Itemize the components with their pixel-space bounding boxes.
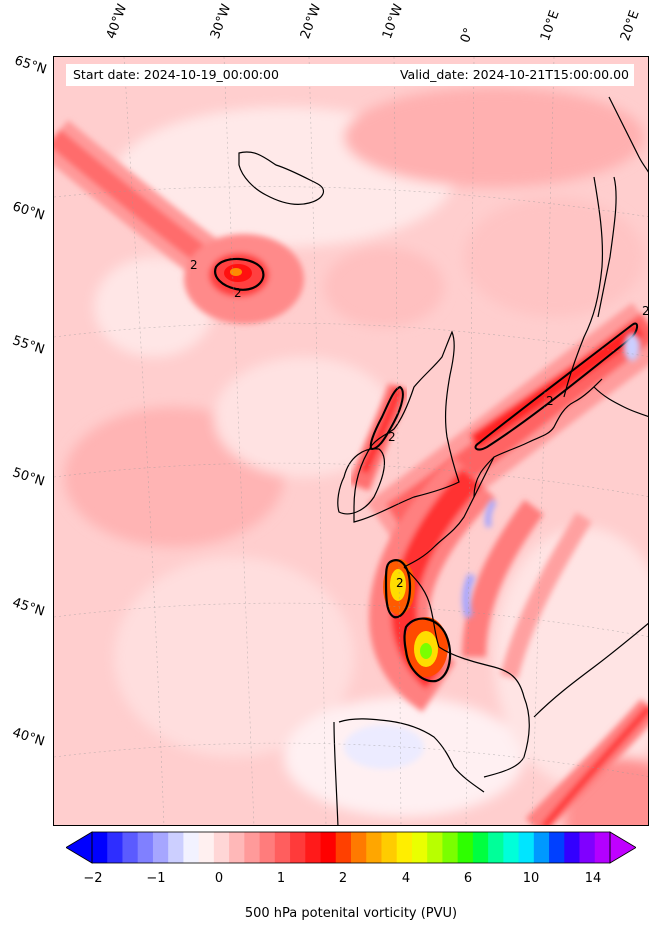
- colorbar-cell: [533, 832, 550, 863]
- colorbar-title: 500 hPa potenital vorticity (PVU): [244, 906, 458, 921]
- france-coast: [403, 456, 495, 568]
- colorbar-cell: [411, 832, 428, 863]
- contour-label: 2: [190, 258, 198, 272]
- lat-label-55n: 55°N: [10, 333, 47, 358]
- colorbar-cell: [274, 832, 291, 863]
- colorbar-cell: [152, 832, 169, 863]
- colorbar-cell: [213, 832, 230, 863]
- lon-label-0: 0°: [457, 25, 478, 45]
- colorbar-outline: [91, 831, 611, 864]
- lon-label-20e: 20°E: [617, 8, 643, 44]
- pv-contour-labels: 2 2 2 2 2 2: [190, 258, 649, 590]
- colorbar-tick: 14: [584, 871, 602, 886]
- lat-label-60n: 60°N: [10, 199, 47, 224]
- colorbar-cell: [503, 832, 519, 863]
- colorbar-cell: [92, 832, 108, 863]
- colorbar-cell: [488, 832, 504, 863]
- colorbar-cell: [381, 832, 398, 863]
- colorbar-tick: 4: [401, 871, 411, 886]
- colorbar-cell: [320, 832, 337, 863]
- colorbar-cell: [244, 832, 260, 863]
- colorbar-tick: 1: [276, 871, 286, 886]
- colorbar-cell: [457, 832, 474, 863]
- contour-label: 2: [396, 576, 404, 590]
- colorbar: [66, 831, 636, 864]
- lon-label-20w: 20°W: [297, 2, 325, 41]
- colorbar-tick: −1: [146, 871, 166, 886]
- iberia-north-coast: [338, 718, 485, 793]
- colorbar-max-arrow: [609, 831, 636, 864]
- colorbar-tick: 10: [522, 871, 540, 886]
- contour-label: 2: [388, 430, 396, 444]
- colorbar-cell: [137, 832, 154, 863]
- great-britain-coast: [353, 330, 460, 523]
- colorbar-cell: [442, 832, 459, 863]
- colorbar-cell: [122, 832, 139, 863]
- mediterranean-coast: [533, 622, 648, 718]
- colorbar-tick: 0: [214, 871, 224, 886]
- colorbar-cell: [335, 832, 352, 863]
- pv-negative-dipoles: [344, 333, 640, 769]
- lat-label-50n: 50°N: [10, 465, 47, 490]
- colorbar-cell: [305, 832, 321, 863]
- colorbar-cell: [107, 832, 123, 863]
- norway-coast: [563, 176, 604, 398]
- colorbar-cell: [396, 832, 413, 863]
- colorbar-tick: −2: [83, 871, 103, 886]
- colorbar-cell: [472, 832, 489, 863]
- colorbar-min-arrow: [66, 831, 93, 864]
- biscay-coast: [403, 566, 440, 648]
- lon-label-10e: 10°E: [537, 8, 563, 44]
- colorbar-cell: [579, 832, 596, 863]
- ireland-coast: [337, 448, 386, 515]
- iberia-east-coast: [438, 646, 530, 778]
- valid-date: Valid_date: 2024-10-21T15:00:00.00: [399, 67, 629, 82]
- colorbar-cell: [351, 832, 367, 863]
- colorbar-cell: [564, 832, 580, 863]
- pv-field-svg: 2 2 2 2 2 2: [54, 57, 649, 825]
- lat-label-65n: 65°N: [12, 53, 49, 78]
- colorbar-cells: [92, 832, 611, 863]
- colorbar-cell: [427, 832, 443, 863]
- colorbar-cell: [549, 832, 565, 863]
- contour-label: 2: [234, 286, 242, 300]
- pv-contour-cyclone: [214, 257, 265, 291]
- colorbar-cell: [366, 832, 382, 863]
- colorbar-cell: [183, 832, 200, 863]
- sweden-coast: [597, 176, 617, 318]
- pv-iberia-streamer: [525, 698, 648, 825]
- coastlines: [238, 96, 648, 825]
- contour-label: 2: [546, 394, 554, 408]
- lat-label-40n: 40°N: [10, 725, 47, 750]
- colorbar-cell: [168, 832, 184, 863]
- lon-label-10w: 10°W: [379, 2, 407, 41]
- pv-map: 2 2 2 2 2 2: [53, 56, 649, 826]
- colorbar-tick: 2: [338, 871, 348, 886]
- scandinavia-north-coast: [608, 96, 648, 173]
- colorbar-cell: [518, 832, 535, 863]
- lat-label-45n: 45°N: [10, 595, 47, 620]
- iceland-coast: [238, 151, 325, 206]
- graticule: [54, 57, 648, 825]
- colorbar-tick: 6: [463, 871, 473, 886]
- colorbar-cell: [259, 832, 276, 863]
- pv-contour-biscay-south: [403, 617, 452, 683]
- lon-label-40w: 40°W: [103, 2, 131, 41]
- start-date: Start date: 2024-10-19_00:00:00: [73, 67, 279, 82]
- date-header: Start date: 2024-10-19_00:00:00 Valid_da…: [66, 64, 634, 86]
- colorbar-cell: [594, 832, 611, 863]
- lon-label-30w: 30°W: [207, 2, 235, 41]
- pv-contour-biscay-north: [384, 559, 412, 619]
- baltic-coast: [593, 386, 648, 417]
- continent-north-coast: [473, 378, 603, 498]
- colorbar-cell: [229, 832, 245, 863]
- pv-irish-sea-band: [348, 383, 410, 491]
- portugal-coast: [333, 721, 339, 825]
- contour-label: 2: [642, 304, 649, 318]
- colorbar-cell: [198, 832, 215, 863]
- colorbar-cell: [290, 832, 306, 863]
